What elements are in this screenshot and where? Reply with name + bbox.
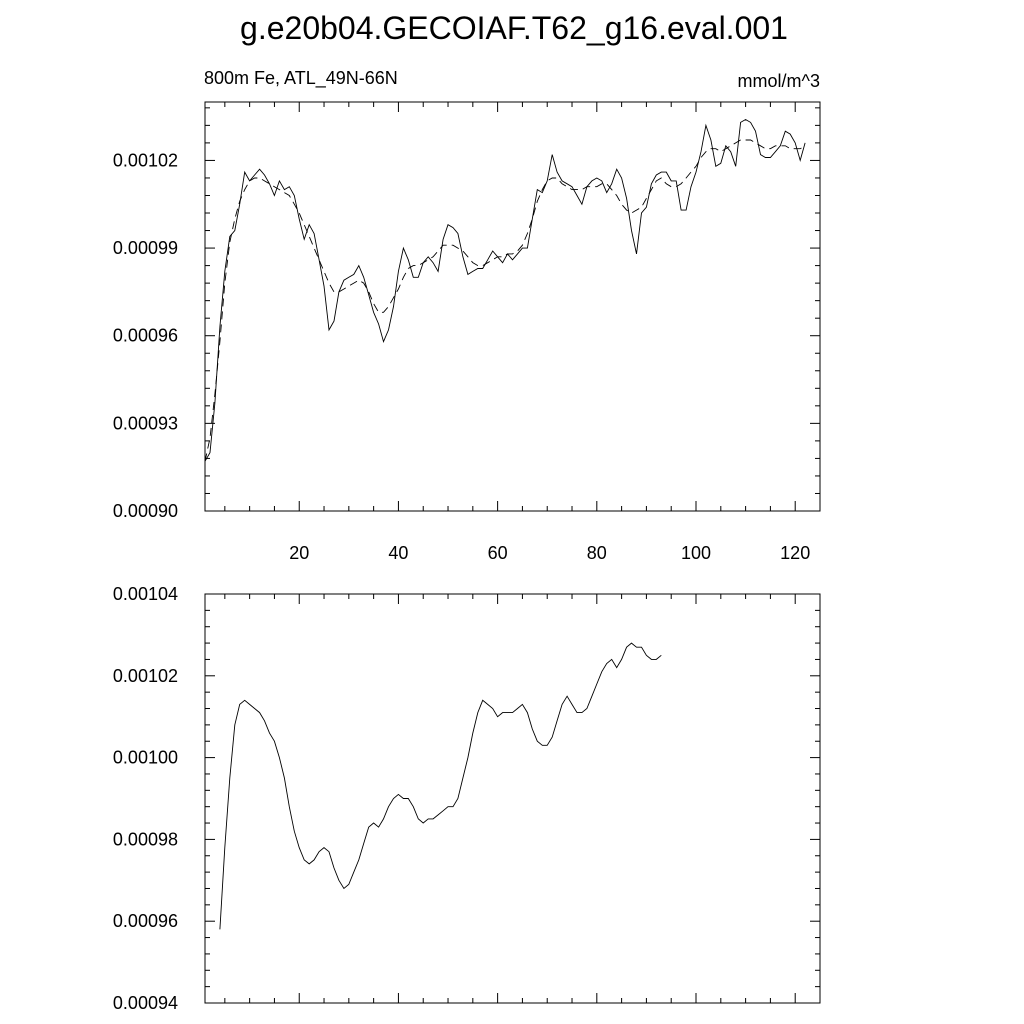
bottom-panel: 0.00094 0.00096 0.00098 0.00100 0.00102 0.001… xyxy=(113,584,821,1013)
top-panel-ticks xyxy=(205,102,821,512)
y-tick-label: 0.00102 xyxy=(113,666,178,686)
top-panel: 800m Fe, ATL_49N-66N mmol/m^3 20 40 60 80 10… xyxy=(113,68,821,563)
bottom-panel-tick-labels: 0.00094 0.00096 0.00098 0.00100 0.00102 0.001… xyxy=(113,584,178,1013)
y-tick-label: 0.00094 xyxy=(113,993,178,1013)
figure-title: g.e20b04.GECOIAF.T62_g16.eval.001 xyxy=(240,10,788,46)
y-tick-label: 0.00093 xyxy=(113,413,178,433)
bottom-panel-series xyxy=(219,642,662,930)
top-panel-left-label: 800m Fe, ATL_49N-66N xyxy=(204,68,398,89)
solid-series-line xyxy=(204,118,806,462)
x-tick-label: 60 xyxy=(488,543,508,563)
top-panel-tick-labels: 20 40 60 80 100 120 0.00090 0.00093 0.00096 0.000… xyxy=(113,150,810,563)
top-panel-units-label: mmol/m^3 xyxy=(738,71,820,91)
x-tick-label: 40 xyxy=(388,543,408,563)
top-panel-series xyxy=(204,118,806,462)
y-tick-label: 0.00099 xyxy=(113,238,178,258)
top-panel-frame xyxy=(204,101,821,512)
bottom-panel-frame xyxy=(204,593,821,1004)
y-tick-label: 0.00102 xyxy=(113,150,178,170)
x-tick-label: 20 xyxy=(289,543,309,563)
y-tick-label: 0.00098 xyxy=(113,829,178,849)
y-tick-label: 0.00090 xyxy=(113,501,178,521)
x-tick-label: 120 xyxy=(780,543,810,563)
bottom-panel-ticks xyxy=(205,593,821,1004)
y-tick-label: 0.00100 xyxy=(113,748,178,768)
dashed-series-line xyxy=(204,139,806,462)
y-tick-label: 0.00096 xyxy=(113,326,178,346)
x-tick-label: 80 xyxy=(587,543,607,563)
x-tick-label: 100 xyxy=(681,543,711,563)
solid-series-line xyxy=(219,642,662,930)
y-tick-label: 0.00096 xyxy=(113,911,178,931)
y-tick-label: 0.00104 xyxy=(113,584,178,604)
